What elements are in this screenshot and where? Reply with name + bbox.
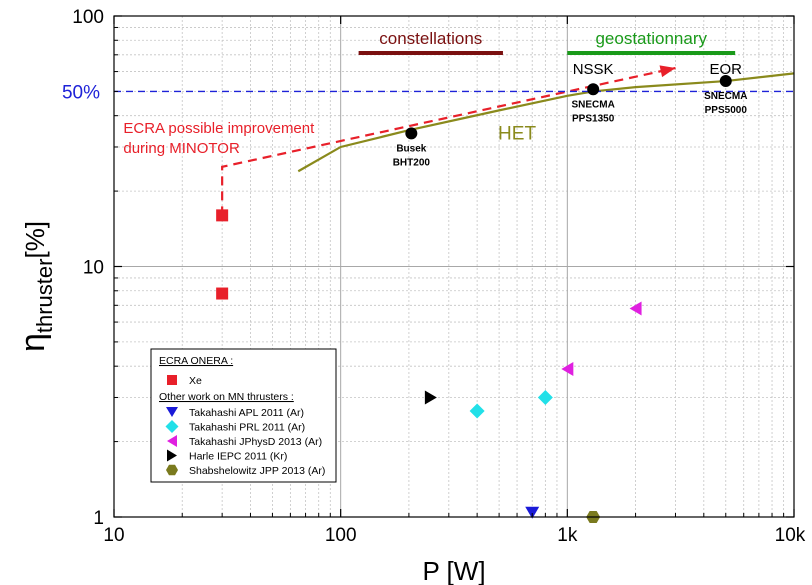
marker-triangle-left xyxy=(561,361,574,376)
ecra-improvement-label-line: ECRA possible improvement xyxy=(123,120,315,137)
marker-triangle-right xyxy=(167,449,177,462)
legend-entry-label: Takahashi PRL 2011 (Ar) xyxy=(189,422,305,434)
range-label: geostationnary xyxy=(595,29,707,48)
x-tick-label: 100 xyxy=(325,525,357,546)
plot-frame xyxy=(113,15,795,518)
legend-group2-title: Other work on MN thrusters : xyxy=(159,391,294,403)
y-tick-label: 100 xyxy=(72,7,104,28)
axis-titles: P [W] ηthruster[%] xyxy=(14,221,486,585)
x-tick-label: 10k xyxy=(775,525,806,546)
legend: ECRA ONERA : Xe Other work on MN thrusters… xyxy=(150,348,337,483)
het-point-label: PPS1350 xyxy=(572,113,615,124)
fifty-percent-reference: 50% xyxy=(62,82,794,103)
ecra-improvement-label: ECRA possible improvement during MINOTOR xyxy=(123,120,315,157)
het-reference-points: Busek BHT200 SNECMA PPS1350 SNECMA PPS5000 xyxy=(393,75,748,168)
het-point-label: SNECMA xyxy=(571,99,614,110)
het-point-label: BHT200 xyxy=(393,157,431,168)
ecra-improvement-label-line: during MINOTOR xyxy=(123,140,240,157)
legend-entry-label: Xe xyxy=(189,375,202,387)
annotation-label: NSSK xyxy=(573,61,614,78)
y-axis-title: ηthruster[%] xyxy=(14,221,57,352)
legend-box xyxy=(150,348,337,483)
legend-entry-label: Takahashi JPhysD 2013 (Ar) xyxy=(189,436,322,448)
het-point xyxy=(587,83,600,96)
marker-triangle-down xyxy=(166,407,178,417)
ecra-improvement-path: ECRA possible improvement during MINOTOR xyxy=(123,65,676,216)
y-axis-title-subscript: thruster xyxy=(32,259,57,334)
marker-diamond xyxy=(165,420,179,433)
ecra-improvement-line xyxy=(221,66,676,216)
x-tick-label: 10 xyxy=(103,525,124,546)
range-label: constellations xyxy=(379,29,482,48)
marker-square xyxy=(216,209,229,222)
application-ranges: constellations geostationnary NSSK EOR xyxy=(358,29,743,78)
het-point-label: SNECMA xyxy=(704,91,747,102)
het-curve: HET xyxy=(297,72,795,173)
ecra-improvement-arrowhead xyxy=(659,65,676,78)
data-series xyxy=(216,209,642,524)
het-point-label: Busek xyxy=(396,143,426,154)
legend-group1-title: ECRA ONERA : xyxy=(159,355,233,367)
marker-diamond xyxy=(469,403,485,419)
fifty-percent-label: 50% xyxy=(62,82,100,103)
marker-triangle-left xyxy=(167,435,177,447)
annotation-label: EOR xyxy=(710,61,743,78)
marker-hexagon xyxy=(166,464,178,476)
marker-triangle-left xyxy=(629,301,642,316)
legend-entry-label: Harle IEPC 2011 (Kr) xyxy=(189,451,287,463)
het-point xyxy=(405,127,418,140)
het-label: HET xyxy=(498,123,536,144)
marker-square xyxy=(167,375,177,385)
y-tick-label: 10 xyxy=(83,258,104,279)
y-axis-title-symbol: η xyxy=(14,333,52,352)
y-tick-label: 1 xyxy=(93,508,104,529)
marker-diamond xyxy=(537,389,553,405)
marker-triangle-down xyxy=(525,506,540,519)
marker-triangle-right xyxy=(424,390,437,405)
y-axis-title-unit: [%] xyxy=(20,221,50,259)
x-tick-label: 1k xyxy=(557,525,578,546)
marker-square xyxy=(216,287,229,300)
het-curve-line xyxy=(297,72,795,173)
legend-entry-label: Takahashi APL 2011 (Ar) xyxy=(189,407,304,419)
legend-entry-label: Shabshelowitz JPP 2013 (Ar) xyxy=(189,465,325,477)
x-axis-title: P [W] xyxy=(422,556,485,585)
het-point xyxy=(719,75,732,88)
het-point-label: PPS5000 xyxy=(705,105,748,116)
